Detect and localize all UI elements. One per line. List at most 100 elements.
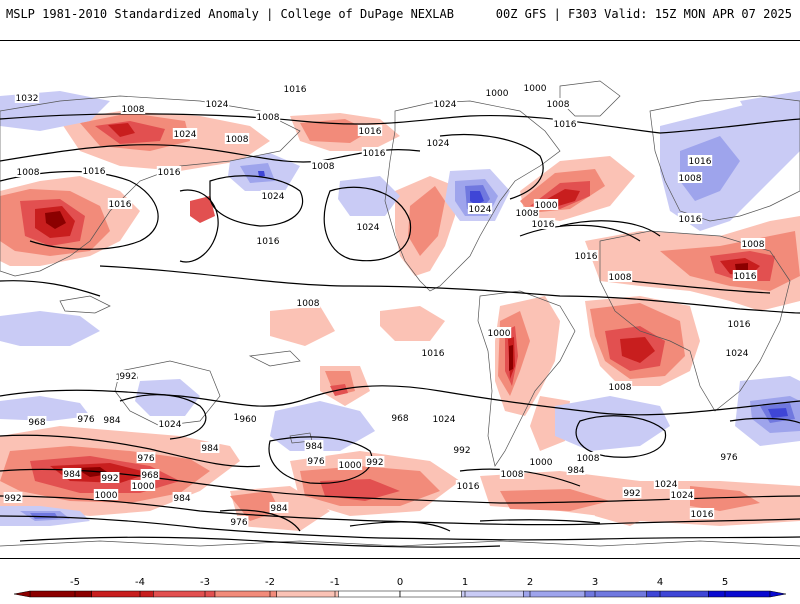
colorbar-segment [29, 590, 92, 598]
coast-north-america [384, 100, 561, 292]
colorbar-segment [461, 590, 524, 598]
contour-label: 1008 [679, 174, 702, 184]
contour-label-bg [118, 370, 138, 381]
contour-label-bg [120, 103, 146, 114]
contour-label-bg [156, 166, 182, 177]
colorbar-tick-label: 3 [592, 577, 598, 588]
contour-label-bg [573, 250, 599, 261]
contour-label: 984 [270, 504, 287, 514]
contour-label: 1024 [469, 205, 492, 215]
contour-label: 1008 [516, 209, 539, 219]
contour-label-bg [76, 413, 96, 424]
contour-label-bg [432, 98, 458, 109]
contour-label: 992 [366, 458, 383, 468]
colorbar-segment [276, 590, 339, 598]
colorbar-segment [338, 590, 401, 598]
colorbar-extend-arrow [13, 590, 31, 598]
contour-label: 1016 [359, 127, 382, 137]
contour-label-bg [295, 297, 321, 308]
contour-label: 976 [307, 457, 324, 467]
coast-europe [649, 95, 800, 222]
run-valid-time: 00Z GFS | F303 Valid: 15Z MON APR 07 202… [495, 7, 792, 21]
contour-label: 1024 [357, 223, 380, 233]
contour-label-bg [467, 203, 493, 214]
contour-label: 1016 [575, 252, 598, 262]
contour-label-bg [677, 172, 703, 183]
contour-label-bg [3, 492, 23, 503]
contour-label-bg [607, 381, 633, 392]
contour-label: 1008 [257, 113, 280, 123]
coast-south-america [477, 290, 576, 467]
contour-label: 984 [173, 494, 190, 504]
contour-label-bg [607, 271, 633, 282]
contour-label-bg [575, 452, 601, 463]
colorbar-segment [708, 590, 771, 598]
contour-label-bg [27, 416, 47, 427]
contour-label: 1008 [577, 454, 600, 464]
contour-label-bg [486, 327, 512, 338]
colorbar-tick-label: 1 [462, 577, 468, 588]
contour-label-bg [357, 125, 383, 136]
contour-label: 1016 [691, 510, 714, 520]
contour-label: 1000 [132, 482, 155, 492]
contour-label: 1000 [486, 89, 509, 99]
colorbar-segment [153, 590, 216, 598]
colorbar-segment [646, 590, 709, 598]
contour-label: 984 [103, 416, 120, 426]
contour-label: 992 [453, 446, 470, 456]
contour-label: 968 [141, 471, 158, 481]
contour-label: 984 [201, 444, 218, 454]
contour-label: 968 [28, 418, 45, 428]
contour-label-bg [365, 456, 385, 467]
contour-label-bg [677, 213, 703, 224]
contour-label-bg [62, 468, 82, 479]
colorbar-tick-label: 5 [722, 577, 728, 588]
contour-label: 976 [77, 415, 94, 425]
contour-label-bg [390, 412, 410, 423]
contour-label-bg [566, 464, 586, 475]
contour-label-bg [452, 444, 472, 455]
contour-label-bg [455, 480, 481, 491]
contour-label: 1016 [554, 120, 577, 130]
coast-antarctica [0, 540, 800, 547]
contour-label-bg [431, 413, 457, 424]
colorbar-tick-label: -4 [135, 577, 145, 588]
contour-label: 992 [623, 489, 640, 499]
contour-label: 1024 [206, 100, 229, 110]
colorbar-tick-label: 0 [397, 577, 403, 588]
contour-label: 1016 [689, 157, 712, 167]
colorbar-tick-label: -5 [70, 577, 80, 588]
contour-label: 1000 [339, 461, 362, 471]
contour-label-bg [306, 455, 326, 466]
contour-label-bg [204, 98, 230, 109]
contour-label-bg [361, 147, 387, 158]
map-header: MSLP 1981-2010 Standardized Anomaly | Co… [0, 0, 800, 40]
contour-label-bg [81, 165, 107, 176]
contour-label-bg [740, 238, 766, 249]
contour-label-bg [622, 487, 642, 498]
contour-label: 1024 [671, 491, 694, 501]
contour-label-bg [530, 218, 556, 229]
contour-label-bg [100, 472, 120, 483]
colorbar-segment [523, 590, 586, 598]
contour-label-bg [522, 82, 548, 93]
contour-label-bg [172, 128, 198, 139]
contour-label: 984 [567, 466, 584, 476]
colorbar-segment [91, 590, 154, 598]
contour-label: 1016 [728, 320, 751, 330]
contour-label-bg [669, 489, 695, 500]
contour-label: 1016 [532, 220, 555, 230]
contour-label: 1008 [609, 383, 632, 393]
contour-label-bg [255, 111, 281, 122]
contour-label: 1008 [501, 470, 524, 480]
colorbar-tick-label: 2 [527, 577, 533, 588]
contour-label-bg [689, 508, 715, 519]
contour-label: 976 [137, 454, 154, 464]
contour-label-bg [172, 492, 192, 503]
contour-label: 1016 [109, 200, 132, 210]
contour-label: 984 [63, 470, 80, 480]
contour-label: 1008 [742, 240, 765, 250]
contour-label: 1000 [535, 201, 558, 211]
contour-label: 1008 [297, 299, 320, 309]
